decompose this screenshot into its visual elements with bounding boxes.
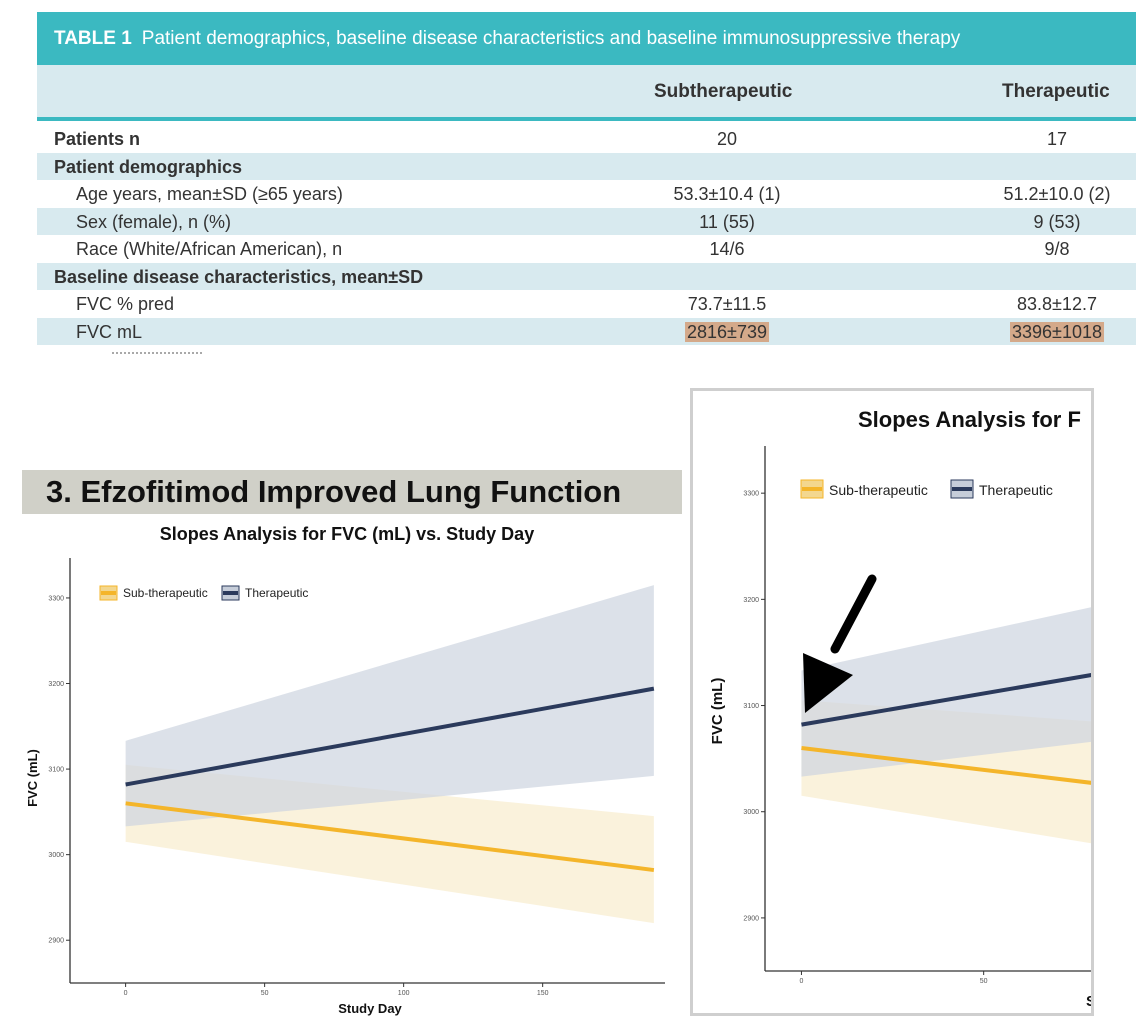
row-label: Patients n	[54, 129, 141, 149]
row-value-ther: 51.2±10.0 (2)	[1003, 184, 1111, 204]
x-tick-label: 0	[799, 978, 803, 985]
highlight-mark: 3396±1018	[1010, 321, 1104, 342]
arrow-head	[803, 653, 853, 713]
legend-label-sub-therapeutic: Sub-therapeutic	[829, 482, 928, 498]
table-row: Patient demographics	[37, 152, 1136, 180]
row-label: FVC % pred	[76, 294, 175, 314]
zoomed-slopes-chart: Slopes Analysis for F 2900 3000 3100 3200 330…	[709, 407, 1091, 1010]
y-tick-label: 3300	[743, 491, 759, 498]
zoomed-chart-panel: Slopes Analysis for F 2900 3000 3100 3200 330…	[690, 388, 1094, 1016]
sub-therapeutic-line	[125, 801, 655, 873]
y-tick-label: 2900	[743, 915, 759, 922]
row-value-sub: 14/6	[709, 239, 745, 259]
legend-label-therapeutic: Therapeutic	[979, 482, 1053, 498]
y-tick-label: 3000	[743, 809, 759, 816]
row-value-ther: 9/8	[1044, 239, 1070, 259]
x-axis-label: S	[1086, 993, 1091, 1010]
row-value-sub: 20	[716, 129, 738, 149]
arrow-shaft	[830, 574, 877, 654]
table-row: FVC % pred 73.7±11.5 83.8±12.7	[37, 290, 1136, 318]
x-tick-label: 50	[980, 978, 988, 985]
x-tick-label: 50	[261, 990, 269, 997]
demographics-table: TABLE 1 Patient demographics, baseline d…	[37, 12, 1136, 345]
row-value-ther: 9 (53)	[1033, 211, 1081, 232]
row-section-label: Baseline disease characteristics, mean±S…	[54, 266, 424, 287]
y-tick-label: 3200	[743, 597, 759, 604]
row-value-ther: 17	[1046, 129, 1068, 149]
table-row: Patients n 20 17	[37, 125, 1136, 153]
y-tick-label: 3100	[48, 767, 64, 774]
therapeutic-line	[125, 686, 655, 787]
chart-title: Slopes Analysis for F	[858, 407, 1081, 432]
highlight-mark: 2816±739	[685, 321, 769, 342]
table-row: Race (White/African American), n 14/6 9/…	[37, 235, 1136, 263]
sub-therapeutic-line	[801, 746, 1091, 785]
table-row: Sex (female), n (%) 11 (55) 9 (53)	[37, 207, 1136, 235]
therapeutic-line	[801, 673, 1091, 727]
y-tick-label: 3100	[743, 703, 759, 710]
row-value-sub-highlighted: 2816±739	[685, 321, 769, 343]
row-label: Race (White/African American), n	[76, 239, 343, 259]
therapeutic-confidence-band	[125, 585, 654, 827]
table-row: Age years, mean±SD (≥65 years) 53.3±10.4…	[37, 180, 1136, 208]
row-value-sub: 53.3±10.4 (1)	[673, 184, 781, 204]
row-value-sub: 11 (55)	[699, 211, 755, 232]
table-label: TABLE 1	[54, 27, 132, 49]
row-section-label: Patient demographics	[54, 156, 243, 177]
y-axis-label: FVC (mL)	[25, 749, 40, 807]
y-tick-label: 3200	[48, 681, 64, 688]
row-label: Sex (female), n (%)	[76, 211, 232, 232]
therapeutic-confidence-band	[801, 607, 1091, 777]
table-title-bar: TABLE 1 Patient demographics, baseline d…	[37, 12, 1136, 65]
row-label: FVC mL	[76, 321, 143, 342]
y-tick-label: 2900	[48, 938, 64, 945]
table-title: Patient demographics, baseline disease c…	[141, 27, 961, 49]
row-value-ther-highlighted: 3396±1018	[1010, 321, 1104, 343]
y-tick-label: 3300	[48, 595, 64, 602]
cropped-text-fragment	[112, 352, 202, 357]
table-row: FVC mL 2816±739 3396±1018	[37, 317, 1136, 345]
section-heading: 3. Efzofitimod Improved Lung Function	[22, 470, 682, 514]
y-axis-label: FVC (mL)	[709, 678, 726, 745]
chart-title: Slopes Analysis for FVC (mL) vs. Study D…	[160, 524, 534, 544]
column-header-subtherapeutic: Subtherapeutic	[654, 81, 793, 102]
y-tick-label: 3000	[48, 852, 64, 859]
x-tick-label: 100	[398, 990, 410, 997]
row-value-sub: 73.7±11.5	[687, 294, 767, 314]
legend-label-therapeutic: Therapeutic	[245, 586, 308, 600]
legend-label-sub-therapeutic: Sub-therapeutic	[123, 586, 208, 600]
row-label: Age years, mean±SD (≥65 years)	[76, 184, 343, 204]
row-value-ther: 83.8±12.7	[1017, 294, 1097, 314]
x-tick-label: 150	[537, 990, 549, 997]
x-tick-label: 0	[124, 990, 128, 997]
x-axis-label: Study Day	[338, 1001, 402, 1016]
table-header-row: Subtherapeutic Therapeutic	[37, 65, 1136, 121]
slopes-chart: Slopes Analysis for FVC (mL) vs. Study D…	[25, 524, 665, 1016]
table-row: Baseline disease characteristics, mean±S…	[37, 262, 1136, 290]
column-header-therapeutic: Therapeutic	[1002, 81, 1110, 102]
